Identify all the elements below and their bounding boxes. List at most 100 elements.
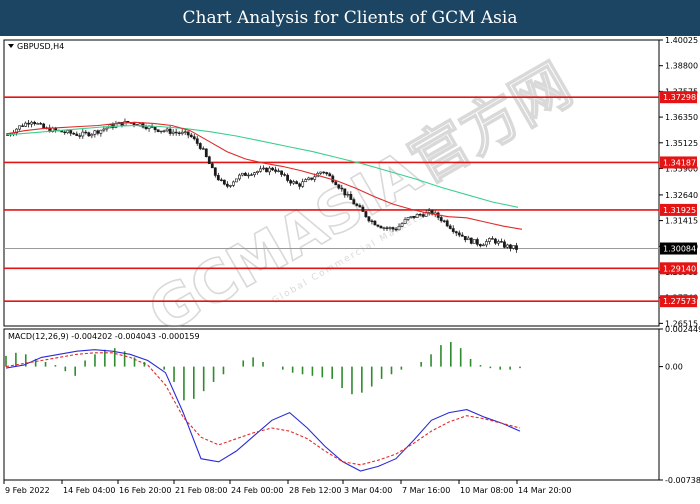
candle-body: [415, 214, 419, 218]
level-label: 1.37298: [663, 93, 696, 102]
candle-body: [81, 131, 85, 137]
level-label: 1.31925: [663, 206, 696, 215]
candle-body: [231, 181, 235, 186]
price-panel-frame: [3, 39, 660, 327]
candle-body: [343, 188, 347, 196]
candle-body: [186, 131, 190, 136]
candle-body: [442, 220, 446, 222]
candle-body: [328, 173, 332, 177]
candle-body: [457, 232, 461, 236]
candle-body: [478, 244, 482, 247]
price-axis-tick-label: 1.32640: [665, 191, 698, 200]
candle-body: [132, 122, 136, 125]
candle-body: [460, 234, 464, 237]
candle-body: [66, 130, 70, 133]
candle-body: [310, 177, 314, 180]
candle-body: [228, 185, 232, 187]
candle-body: [379, 225, 383, 229]
candle-body: [506, 244, 509, 248]
macd-line: [5, 349, 521, 472]
time-axis-label: 28 Feb 12:00: [289, 486, 341, 495]
candle-body: [475, 239, 479, 245]
macd-axis-tick-label: 0.002449: [665, 325, 700, 334]
candle-body: [180, 131, 184, 134]
current-price-label-bg: [660, 242, 697, 255]
candle-body: [84, 131, 88, 134]
candle-body: [466, 237, 470, 241]
candle-body: [515, 245, 518, 250]
candle-body: [271, 167, 274, 171]
candle-body: [497, 241, 500, 244]
candle-body: [144, 126, 148, 130]
candle-body: [105, 127, 109, 130]
candle-body: [373, 220, 377, 226]
candle-body: [54, 127, 58, 131]
candle-body: [319, 171, 323, 174]
level-label-bg: [660, 295, 697, 308]
level-label-bg: [660, 156, 697, 169]
candle-body: [325, 172, 329, 175]
candle-body: [75, 133, 79, 136]
candle-body: [238, 174, 241, 180]
candle-body: [385, 227, 389, 229]
candle-body: [195, 138, 199, 144]
candle-body: [216, 175, 220, 181]
candle-body: [244, 172, 247, 176]
current-price-label: 1.30084: [663, 245, 696, 254]
candle-body: [418, 214, 422, 216]
candle-body: [346, 193, 350, 196]
candle-body: [253, 172, 256, 176]
level-label-bg: [660, 203, 697, 216]
candle-body: [301, 181, 305, 187]
chart-area: GCMASIA官方网 Global Commercial Markets 1.400…: [0, 36, 700, 500]
candle-body: [42, 123, 46, 129]
level-label: 1.34187: [663, 158, 696, 167]
candle-body: [87, 132, 91, 137]
candle-body: [409, 215, 413, 218]
header-title: Chart Analysis for Clients of GCM Asia: [182, 8, 518, 28]
candle-body: [15, 128, 18, 134]
candle-body: [334, 181, 338, 186]
candle-body: [400, 223, 404, 227]
candle-body: [382, 227, 386, 229]
candle-body: [451, 228, 455, 232]
candle-body: [259, 168, 262, 172]
time-axis-label: 21 Feb 08:00: [175, 486, 227, 495]
candle-body: [397, 225, 401, 231]
price-axis-tick-label: 1.40025: [665, 36, 698, 45]
candle-body: [406, 217, 410, 220]
macd-panel-frame: [3, 328, 660, 481]
candle-body: [256, 171, 259, 173]
symbol-triangle-icon: [8, 44, 14, 48]
candle-body: [262, 167, 265, 170]
candle-body: [376, 224, 380, 227]
candle-body: [183, 131, 187, 133]
candle-body: [219, 179, 223, 181]
time-axis-label: 24 Feb 00:00: [231, 486, 283, 495]
candle-body: [165, 128, 169, 132]
macd-label: MACD(12,26,9) -0.004202 -0.004043 -0.000…: [8, 332, 200, 341]
price-axis-tick-label: 1.35125: [665, 139, 698, 148]
candle-body: [241, 172, 244, 176]
chart-header: Chart Analysis for Clients of GCM Asia: [0, 0, 700, 36]
time-axis-label: 10 Mar 08:00: [460, 486, 513, 495]
candle-body: [454, 231, 458, 234]
candle-body: [36, 123, 40, 125]
moving-average-slow: [5, 124, 519, 208]
candle-body: [159, 130, 163, 133]
candle-body: [99, 129, 103, 134]
candle-body: [247, 174, 250, 177]
candle-body: [337, 184, 341, 189]
candle-body: [289, 180, 293, 184]
candle-body: [469, 237, 473, 244]
candle-body: [78, 135, 82, 137]
candle-body: [18, 125, 21, 130]
moving-average-fast: [5, 121, 523, 230]
candle-body: [484, 241, 488, 246]
time-axis-label: 16 Feb 20:00: [119, 486, 171, 495]
candle-body: [27, 122, 30, 125]
candle-body: [21, 125, 24, 127]
candle-body: [274, 169, 277, 172]
candle-body: [487, 238, 491, 242]
candle-body: [171, 131, 175, 134]
